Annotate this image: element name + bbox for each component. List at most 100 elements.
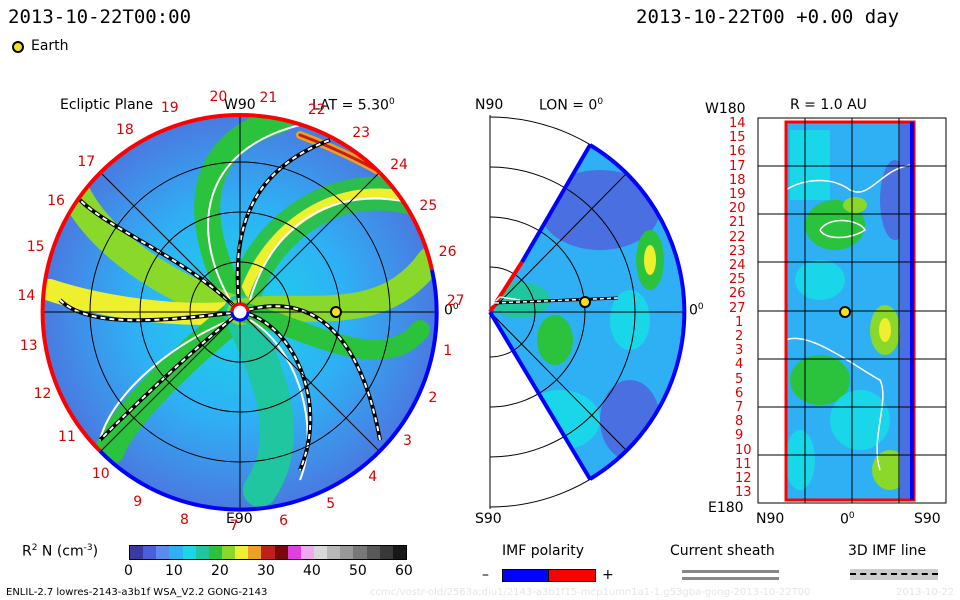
colorbar-tick-label: 0 bbox=[124, 563, 133, 579]
sector-number: 15 bbox=[26, 238, 45, 255]
sector-number: 3 bbox=[402, 433, 412, 450]
right-timestamp: 2013-10-22T00 +0.00 day bbox=[636, 6, 900, 28]
model-footer: ENLIL-2.7 lowres-2143-a3b1f WSA_V2.2 GON… bbox=[6, 587, 268, 598]
sector-number: 10 bbox=[91, 466, 110, 483]
colorbar-tick-label: 60 bbox=[395, 563, 413, 579]
colorbar-segment bbox=[143, 546, 157, 559]
colorbar-segment bbox=[313, 546, 328, 559]
current-sheath-line-2 bbox=[682, 577, 779, 580]
colorbar-segment bbox=[235, 546, 249, 559]
earth-marker-icon bbox=[12, 41, 24, 53]
radial-row-label: 25 bbox=[729, 272, 746, 288]
colorbar-segment bbox=[156, 546, 170, 559]
radial-row-label: 26 bbox=[729, 286, 746, 302]
imf-minus-label: – bbox=[482, 567, 489, 583]
colorbar-segment bbox=[327, 546, 341, 559]
colorbar-segment bbox=[208, 546, 222, 559]
radial-row-label: 13 bbox=[735, 485, 752, 501]
sector-number: 21 bbox=[259, 89, 278, 106]
radial-row-label: 3 bbox=[735, 343, 744, 359]
ecliptic-bottom-label: E90 bbox=[226, 511, 253, 527]
radial-row-label: 17 bbox=[729, 158, 746, 174]
sector-number: 8 bbox=[179, 511, 189, 528]
sector-number: 22 bbox=[307, 101, 326, 118]
radial-row-label: 14 bbox=[729, 116, 746, 131]
sector-number: 18 bbox=[115, 122, 134, 138]
sector-number: 1 bbox=[443, 342, 453, 359]
colorbar-segment bbox=[130, 546, 144, 559]
radial-row-label: 2 bbox=[735, 329, 744, 344]
radial-row-label: 12 bbox=[735, 471, 752, 486]
radial-row-label: 9 bbox=[735, 428, 744, 444]
colorbar-segment bbox=[274, 546, 288, 559]
colorbar-tick-label: 20 bbox=[211, 563, 229, 579]
colorbar-tick-label: 40 bbox=[303, 563, 321, 579]
radial-bottom-s90: S90 bbox=[914, 511, 941, 527]
colorbar-segment bbox=[287, 546, 301, 559]
radial-title: R = 1.0 AU bbox=[790, 97, 867, 113]
sector-number: 4 bbox=[368, 469, 378, 486]
sector-number: 12 bbox=[33, 385, 52, 402]
sector-number: 11 bbox=[58, 429, 76, 446]
radial-row-label: 22 bbox=[729, 229, 746, 245]
colorbar-tick-label: 50 bbox=[349, 563, 367, 579]
radial-row-label: 23 bbox=[729, 243, 746, 259]
radial-row-label: 8 bbox=[735, 414, 744, 430]
imf-positive-swatch bbox=[548, 569, 596, 582]
colorbar-segment bbox=[340, 546, 354, 559]
radial-row-label: 7 bbox=[735, 400, 744, 415]
sector-number: 6 bbox=[279, 512, 289, 529]
radial-row-label: 1 bbox=[735, 314, 744, 330]
radial-row-label: 19 bbox=[729, 187, 746, 202]
colorbar-segment bbox=[182, 546, 196, 559]
imf-plus-label: + bbox=[602, 567, 614, 583]
radial-top-left-label: W180 bbox=[705, 101, 746, 117]
meridional-earth-icon bbox=[579, 296, 591, 308]
earth-legend-label: Earth bbox=[31, 38, 69, 54]
ecliptic-right-label: 00 bbox=[444, 302, 459, 319]
imf-3d-swatch bbox=[850, 569, 938, 580]
meridional-right-label: 00 bbox=[689, 302, 704, 319]
sector-number: 16 bbox=[47, 193, 65, 210]
ecliptic-title: Ecliptic Plane bbox=[60, 97, 154, 113]
radial-earth-icon bbox=[839, 306, 851, 318]
colorbar-segment bbox=[366, 546, 380, 559]
sector-number: 17 bbox=[77, 153, 96, 170]
colorbar-tick-label: 10 bbox=[165, 563, 183, 579]
meridional-top-label: N90 bbox=[475, 97, 504, 113]
radial-bottom-n90: N90 bbox=[756, 511, 785, 527]
radial-row-label: 10 bbox=[735, 442, 752, 458]
colorbar-segment bbox=[221, 546, 236, 559]
radial-bottom-0: 00 bbox=[840, 511, 855, 528]
radial-row-label: 27 bbox=[729, 300, 746, 316]
colorbar-segment bbox=[261, 546, 275, 559]
meridional-bottom-label: S90 bbox=[475, 511, 502, 527]
imf-polarity-title: IMF polarity bbox=[502, 543, 585, 559]
current-sheath-line-1 bbox=[682, 570, 779, 573]
sector-number: 27 bbox=[446, 292, 465, 309]
sector-number: 24 bbox=[390, 157, 408, 174]
ecliptic-top-label: W90 bbox=[224, 97, 256, 113]
imf-3d-title: 3D IMF line bbox=[848, 543, 927, 559]
radial-row-label: 4 bbox=[735, 357, 744, 373]
radial-row-label: 20 bbox=[729, 201, 746, 217]
radial-row-label: 24 bbox=[729, 258, 746, 273]
sector-number: 25 bbox=[419, 197, 438, 214]
colorbar-segment bbox=[169, 546, 183, 559]
radial-bottom-left-label: E180 bbox=[708, 500, 744, 516]
colorbar-label: R2 N (cm-3) bbox=[22, 543, 99, 560]
sector-number: 5 bbox=[326, 496, 336, 513]
sector-number: 23 bbox=[352, 124, 371, 141]
sector-number: 2 bbox=[428, 390, 438, 407]
meridional-lon-label: LON = 00 bbox=[539, 97, 604, 114]
radial-row-label: 6 bbox=[735, 385, 744, 401]
radial-row-label: 11 bbox=[735, 456, 752, 472]
colorbar-tick-label: 30 bbox=[257, 563, 275, 579]
ecliptic-earth-icon bbox=[330, 306, 342, 318]
colorbar-segment bbox=[392, 546, 406, 559]
colorbar-segment bbox=[300, 546, 314, 559]
radial-row-label: 21 bbox=[729, 215, 746, 231]
